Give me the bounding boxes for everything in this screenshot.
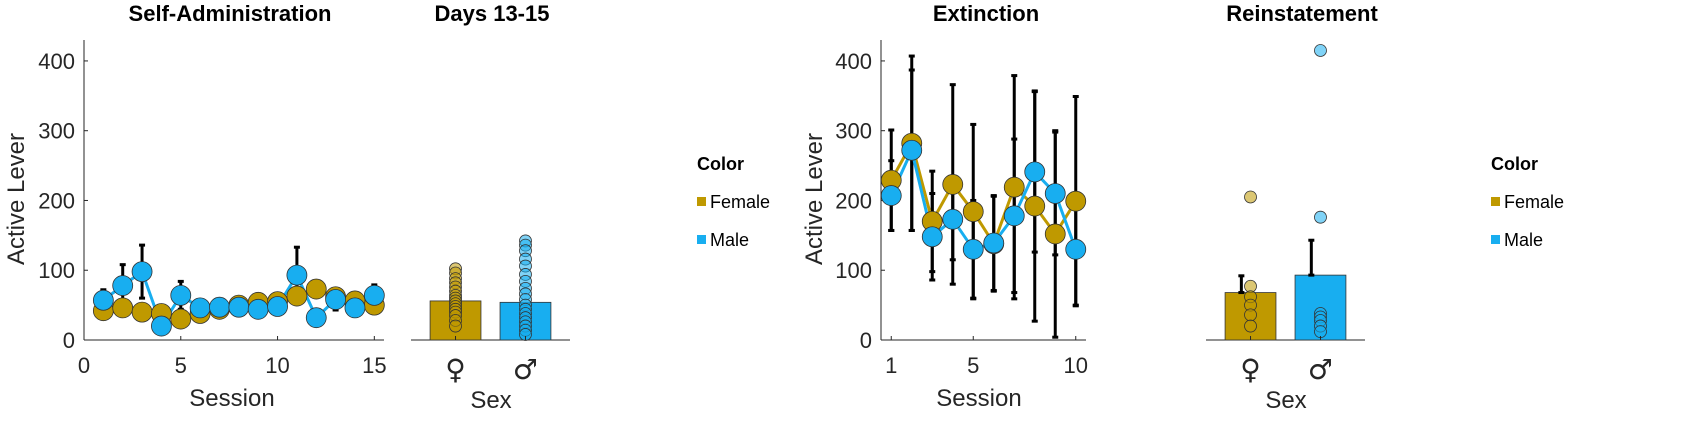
y-tick-label: 400 bbox=[835, 49, 872, 74]
data-point-male bbox=[305, 307, 327, 329]
data-point-female bbox=[1003, 176, 1025, 198]
data-point-male bbox=[344, 297, 366, 319]
data-point-male bbox=[286, 264, 308, 286]
data-point-male bbox=[112, 275, 134, 296]
y-tick-label: 200 bbox=[835, 188, 872, 213]
x-tick-label: 10 bbox=[1064, 353, 1088, 378]
x-axis-label: Session bbox=[189, 385, 274, 412]
y-tick-label: 100 bbox=[835, 258, 872, 283]
data-point-male bbox=[942, 208, 964, 230]
x-tick-label: 1 bbox=[885, 353, 897, 378]
data-point-male bbox=[189, 297, 211, 319]
y-tick-label: 200 bbox=[38, 188, 75, 213]
data-point-female bbox=[942, 174, 964, 195]
data-point-female bbox=[1044, 223, 1066, 245]
data-point-male bbox=[921, 226, 943, 248]
legend-label-male: Male bbox=[1504, 230, 1543, 250]
y-tick-label: 300 bbox=[835, 119, 872, 144]
individual-point-male bbox=[1314, 210, 1327, 224]
data-point-male bbox=[325, 289, 347, 310]
individual-point-female bbox=[1244, 319, 1257, 333]
legend-label-female: Female bbox=[710, 192, 770, 212]
data-point-female bbox=[962, 201, 984, 223]
data-point-male bbox=[1003, 205, 1025, 227]
data-point-male bbox=[983, 232, 1005, 254]
sex-symbol-female: ♀ bbox=[445, 353, 466, 386]
data-point-male bbox=[228, 296, 250, 318]
y-axis-label: Active Lever bbox=[3, 133, 30, 265]
legend-title: Color bbox=[1491, 154, 1538, 174]
data-point-male bbox=[92, 289, 114, 311]
data-point-male bbox=[901, 139, 923, 161]
y-tick-label: 0 bbox=[63, 328, 75, 353]
y-tick-label: 400 bbox=[38, 49, 75, 74]
data-point-male bbox=[880, 185, 902, 206]
legend-label-male: Male bbox=[710, 230, 749, 250]
y-tick-label: 100 bbox=[38, 258, 75, 283]
individual-point-male bbox=[1314, 44, 1327, 57]
data-point-female bbox=[305, 278, 327, 300]
data-point-male bbox=[151, 315, 172, 337]
data-point-male bbox=[247, 298, 269, 320]
line-chart-extinction: 0 100 200 300 400 1 5 10 bbox=[835, 40, 1088, 378]
data-point-male bbox=[363, 284, 385, 306]
x-axis-label: Sex bbox=[1265, 387, 1306, 414]
legend-title: Color bbox=[697, 154, 744, 174]
x-tick-label: 10 bbox=[265, 353, 289, 378]
y-axis-label: Active Lever bbox=[801, 133, 828, 265]
data-point-male bbox=[962, 238, 984, 260]
data-point-male bbox=[1024, 161, 1046, 183]
individual-point-male bbox=[519, 328, 532, 341]
y-tick-label: 300 bbox=[38, 119, 75, 144]
x-tick-label: 15 bbox=[362, 353, 386, 378]
legend: Color Female Male bbox=[697, 154, 770, 250]
legend-label-female: Female bbox=[1504, 192, 1564, 212]
chart-title: Self-Administration bbox=[129, 1, 332, 26]
series-line-male bbox=[889, 145, 1078, 252]
x-tick-label: 5 bbox=[175, 353, 187, 378]
individual-point-male bbox=[1314, 325, 1327, 339]
data-point-female bbox=[131, 301, 153, 323]
data-point-female bbox=[1024, 195, 1046, 217]
x-tick-label: 5 bbox=[967, 353, 979, 378]
data-point-male bbox=[170, 284, 192, 306]
legend-swatch-female bbox=[1491, 197, 1500, 206]
x-axis-label: Sex bbox=[470, 387, 511, 414]
data-point-female bbox=[1065, 190, 1087, 212]
chart-title: Days 13-15 bbox=[435, 1, 550, 26]
sex-symbol-female: ♀ bbox=[1240, 353, 1261, 386]
chart-title: Reinstatement bbox=[1226, 1, 1378, 26]
individual-point-female bbox=[449, 319, 462, 333]
legend-swatch-male bbox=[697, 235, 706, 244]
data-point-female bbox=[170, 308, 192, 330]
legend-swatch-male bbox=[1491, 235, 1500, 244]
data-point-male bbox=[267, 296, 288, 317]
bar-chart-days_13_15: ♀ ♂ bbox=[411, 234, 570, 386]
legend: Color Female Male bbox=[1491, 154, 1564, 250]
sex-symbol-male: ♂ bbox=[1308, 353, 1333, 386]
data-point-male bbox=[1065, 238, 1087, 260]
data-point-male bbox=[131, 261, 153, 283]
bar-chart-reinstatement: ♀ ♂ bbox=[1206, 44, 1365, 386]
legend-swatch-female bbox=[697, 197, 706, 206]
individual-point-female bbox=[1244, 190, 1257, 204]
x-axis-label: Session bbox=[936, 385, 1021, 412]
series-line-female bbox=[889, 139, 1078, 248]
sex-symbol-male: ♂ bbox=[513, 353, 538, 386]
data-point-female bbox=[286, 285, 308, 307]
data-point-male bbox=[209, 296, 230, 318]
data-point-female bbox=[112, 297, 134, 319]
line-chart-self_administration: 0 100 200 300 400 0 5 10 15 bbox=[38, 40, 387, 378]
x-tick-label: 0 bbox=[78, 353, 90, 378]
chart-title: Extinction bbox=[933, 1, 1039, 26]
data-point-male bbox=[1044, 183, 1066, 204]
y-tick-label: 0 bbox=[860, 328, 872, 353]
individual-point-female bbox=[1244, 308, 1257, 322]
